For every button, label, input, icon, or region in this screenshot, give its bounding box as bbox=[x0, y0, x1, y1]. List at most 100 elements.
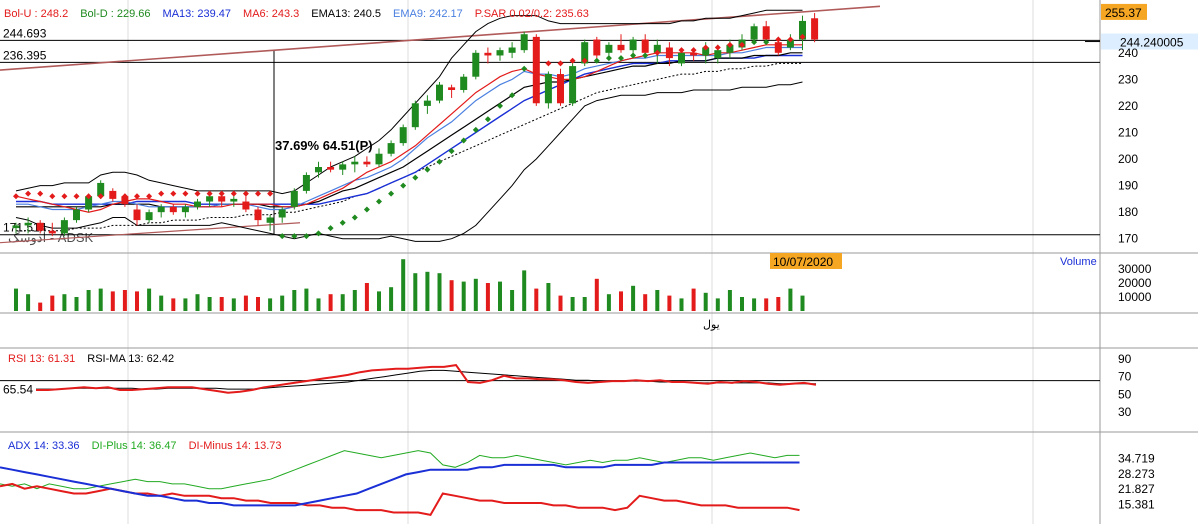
candle-body bbox=[472, 52, 480, 77]
last-price-label: 255.37 bbox=[1105, 6, 1142, 20]
sar-dot bbox=[376, 198, 382, 205]
volume-bar bbox=[425, 271, 430, 311]
ma13-line bbox=[16, 54, 803, 205]
volume-bar bbox=[256, 297, 260, 311]
candle-body bbox=[157, 206, 165, 213]
date-box bbox=[770, 253, 842, 269]
volume-bar bbox=[316, 298, 321, 311]
volume-bar bbox=[389, 287, 394, 311]
volume-bar bbox=[752, 298, 757, 311]
price-panel[interactable]: 244.693 236.395 171.514 37.69% 64.51(P) 255.… bbox=[0, 3, 1198, 244]
candle-body bbox=[702, 47, 710, 56]
sar-dot bbox=[799, 33, 806, 40]
sar-dot bbox=[497, 102, 503, 109]
candle-body bbox=[278, 209, 286, 218]
candle-body bbox=[194, 201, 201, 207]
volume-bar bbox=[50, 295, 55, 311]
sar-dot bbox=[109, 193, 116, 200]
price-tick-label: 240 bbox=[1118, 46, 1138, 60]
volume-bar bbox=[534, 288, 539, 311]
sar-dot bbox=[339, 219, 346, 226]
watermark-text: ادوسک - ADSK bbox=[8, 230, 94, 246]
indicator-legend-item: EMA9: 242.17 bbox=[393, 8, 463, 20]
price-tick-label: 190 bbox=[1118, 179, 1138, 193]
volume-bar bbox=[449, 280, 454, 311]
ma-long-dotted-line bbox=[16, 62, 803, 232]
sar-dot bbox=[279, 233, 286, 240]
sar-dot bbox=[146, 193, 153, 200]
sar-dot bbox=[702, 44, 709, 51]
volume-bar bbox=[679, 298, 684, 311]
candle-body bbox=[448, 87, 456, 90]
volume-bar bbox=[98, 288, 103, 311]
candle-body bbox=[411, 103, 419, 128]
volume-bar bbox=[727, 290, 732, 311]
indicator-legend-item: MA13: 239.47 bbox=[163, 8, 232, 20]
x-axis-month-label: یول bbox=[703, 319, 720, 331]
sar-dot bbox=[690, 47, 697, 54]
rsi-panel[interactable]: 65.54 bbox=[0, 364, 1100, 397]
volume-bar bbox=[498, 281, 502, 311]
candle-body bbox=[387, 143, 395, 154]
bollinger-lower-line bbox=[15, 81, 803, 242]
volume-bar bbox=[703, 292, 708, 311]
volume-bar bbox=[207, 297, 212, 311]
volume-bar bbox=[619, 291, 623, 311]
sar-dot bbox=[557, 60, 564, 67]
sar-dot bbox=[642, 52, 649, 59]
indicator-legend-item: MA6: 243.3 bbox=[243, 8, 299, 20]
rsi-level-label: 65.54 bbox=[3, 383, 33, 397]
indicator-legend: Bol-U : 248.2 Bol-D : 229.66 MA13: 239.47 M… bbox=[4, 8, 589, 452]
sar-dot bbox=[37, 190, 44, 197]
candle-body bbox=[206, 196, 214, 202]
candle-body bbox=[375, 153, 383, 165]
candle-body bbox=[436, 84, 443, 101]
sar-dot bbox=[605, 55, 612, 62]
volume-bar bbox=[546, 283, 551, 311]
candle-body bbox=[544, 74, 552, 104]
candle-body bbox=[351, 161, 359, 165]
rsi-legend-item: RSI-MA 13: 62.42 bbox=[87, 353, 174, 365]
candle-body bbox=[121, 196, 129, 205]
sar-dot bbox=[255, 190, 261, 197]
volume-bar bbox=[776, 297, 781, 311]
candle-body bbox=[242, 201, 250, 210]
price-tick-label: 230 bbox=[1118, 72, 1138, 86]
volume-tick-label: 10000 bbox=[1118, 290, 1152, 304]
volume-bar bbox=[183, 298, 188, 311]
sar-dot bbox=[315, 230, 322, 237]
sar-dot bbox=[230, 190, 237, 197]
sar-dot bbox=[739, 41, 745, 48]
channel-upper-line bbox=[0, 5, 881, 71]
candle-body bbox=[593, 39, 601, 56]
price-tick-label: 210 bbox=[1118, 125, 1138, 139]
volume-bar bbox=[522, 270, 527, 311]
candle-body bbox=[532, 36, 540, 104]
sar-dot bbox=[291, 233, 298, 240]
level-line-label: 244.693 bbox=[3, 26, 47, 40]
sar-dot bbox=[61, 193, 68, 200]
candle-body bbox=[48, 230, 56, 234]
candle-body bbox=[678, 52, 685, 64]
adx-panel[interactable] bbox=[0, 450, 800, 517]
volume-panel[interactable]: Volume 10/07/2020 یول bbox=[14, 253, 1097, 331]
candle-body bbox=[145, 212, 153, 221]
sar-dot bbox=[121, 193, 128, 200]
candle-body bbox=[557, 74, 564, 104]
price-tick-label: 200 bbox=[1118, 152, 1138, 166]
candle-body bbox=[762, 26, 770, 40]
volume-bar bbox=[231, 298, 236, 311]
volume-bar bbox=[594, 278, 599, 311]
sar-dot bbox=[726, 41, 733, 48]
volume-bar bbox=[643, 294, 648, 311]
volume-bar bbox=[219, 297, 224, 311]
volume-bar bbox=[413, 273, 418, 311]
volume-bar bbox=[243, 295, 248, 311]
sar-dot bbox=[327, 225, 334, 232]
volume-bar bbox=[26, 294, 31, 311]
volume-bar bbox=[437, 273, 442, 311]
